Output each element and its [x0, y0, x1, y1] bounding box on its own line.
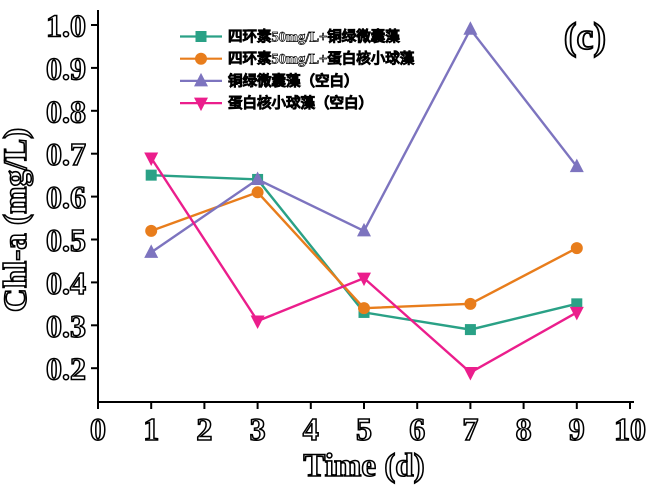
legend-label: 蛋白核小球藻（空白）: [228, 94, 373, 112]
legend-item-3: 蛋白核小球藻（空白）: [180, 94, 373, 112]
series-3-point: [463, 366, 478, 381]
legend-label: 四环素50mg/L+蛋白核小球藻: [228, 50, 415, 68]
series-0-point: [571, 298, 583, 310]
x-tick-label: 7: [462, 411, 478, 447]
series-2: [144, 21, 584, 258]
y-axis-ticks: 0.2 0.3 0.4 0.5 0.6 0.7 0.8 0.9 1.0: [45, 7, 98, 387]
legend-swatch-marker: [195, 31, 207, 42]
x-tick-label: 5: [356, 411, 372, 447]
x-tick-label: 1: [143, 411, 159, 447]
series-3-point: [144, 152, 159, 166]
x-tick-label: 0: [90, 411, 106, 447]
series-1-point: [464, 297, 477, 310]
y-tick-label: 0.2: [46, 351, 86, 387]
legend-swatch-marker: [195, 52, 207, 65]
y-tick-label: 0.5: [46, 222, 86, 258]
y-tick-label: 0.9: [46, 50, 86, 86]
series-2-point: [357, 222, 371, 237]
legend-label: 铜绿微囊藻（空白）: [228, 72, 359, 90]
x-tick-label: 9: [569, 411, 585, 447]
series-3: [144, 152, 584, 381]
x-tick-label: 10: [614, 411, 646, 447]
series-1-point: [570, 242, 583, 255]
legend-swatch-marker: [194, 72, 208, 87]
series-1-point: [145, 224, 158, 237]
x-axis-ticks: 0 1 2 3 4 5 6 7 8 9 10: [89, 402, 647, 448]
series-3-point: [569, 306, 584, 321]
series-3-line: [150, 157, 578, 374]
x-axis-title: Time (d): [303, 448, 424, 484]
legend: 四环素50mg/L+铜绿微囊藻四环素50mg/L+蛋白核小球藻铜绿微囊藻（空白）…: [180, 27, 415, 112]
y-tick-label: 0.3: [46, 308, 86, 344]
legend-swatch-marker: [194, 97, 208, 112]
series-2-point: [463, 21, 478, 35]
series-2-point: [250, 171, 265, 185]
x-tick-label: 6: [409, 411, 425, 447]
series-1-point: [358, 302, 370, 315]
y-tick-label: 0.8: [46, 93, 86, 129]
legend-item-0: 四环素50mg/L+铜绿微囊藻: [180, 27, 401, 46]
series-0-point: [464, 324, 476, 336]
axes: [97, 10, 634, 403]
series-0-point: [145, 169, 157, 181]
y-tick-label: 1.0: [46, 8, 86, 44]
y-axis-title: Chl-a (mg/L): [0, 128, 34, 312]
series-2-point: [569, 158, 584, 173]
series-3-point: [250, 315, 265, 330]
series-3-point: [357, 272, 371, 287]
panel-label: (c): [564, 16, 606, 58]
x-tick-label: 4: [303, 411, 319, 447]
x-tick-label: 2: [196, 411, 212, 447]
x-tick-label: 3: [250, 411, 266, 447]
legend-label: 四环素50mg/L+铜绿微囊藻: [228, 28, 400, 46]
legend-item-1: 四环素50mg/L+蛋白核小球藻: [180, 49, 415, 68]
y-tick-label: 0.7: [46, 136, 86, 172]
y-tick-label: 0.4: [46, 265, 86, 301]
legend-item-2: 铜绿微囊藻（空白）: [180, 72, 359, 90]
series-1-point: [251, 186, 264, 199]
y-tick-label: 0.6: [46, 179, 86, 215]
x-tick-label: 8: [516, 411, 532, 447]
series-2-point: [144, 244, 159, 258]
